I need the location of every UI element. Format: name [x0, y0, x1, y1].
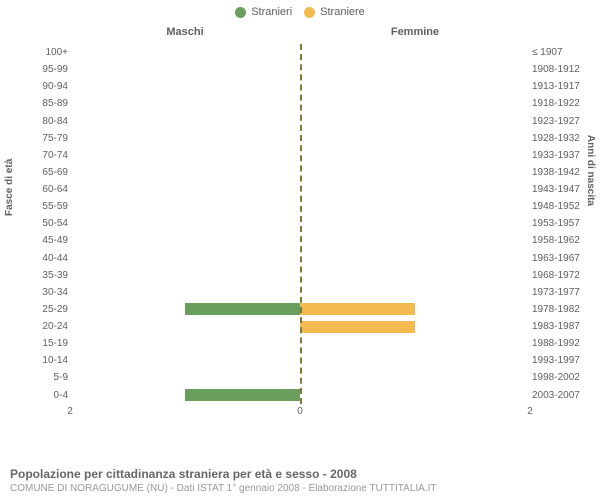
bar-male	[185, 303, 300, 315]
birth-tick: 1978-1982	[532, 304, 588, 315]
birth-tick: 1943-1947	[532, 184, 588, 195]
age-tick: 0-4	[28, 390, 68, 401]
birth-tick: 1953-1957	[532, 218, 588, 229]
chart-caption: Popolazione per cittadinanza straniera p…	[10, 467, 590, 494]
legend-dot-female	[304, 7, 315, 18]
bar-female	[300, 321, 415, 333]
age-tick: 25-29	[28, 304, 68, 315]
column-header-male: Maschi	[70, 26, 300, 38]
birth-tick: ≤ 1907	[532, 47, 588, 58]
age-tick: 45-49	[28, 235, 68, 246]
age-tick: 75-79	[28, 133, 68, 144]
birth-tick: 1918-1922	[532, 98, 588, 109]
birth-tick: 1988-1992	[532, 338, 588, 349]
age-tick: 80-84	[28, 116, 68, 127]
x-axis-ticks: 2 0 2	[70, 406, 530, 420]
legend-item-female: Straniere	[304, 6, 365, 18]
birth-tick: 2003-2007	[532, 390, 588, 401]
age-tick: 35-39	[28, 270, 68, 281]
age-tick: 50-54	[28, 218, 68, 229]
age-tick: 10-14	[28, 355, 68, 366]
caption-subtitle: COMUNE DI NORAGUGUME (NU) - Dati ISTAT 1…	[10, 483, 590, 494]
birth-tick: 1928-1932	[532, 133, 588, 144]
caption-title: Popolazione per cittadinanza straniera p…	[10, 467, 590, 481]
birth-tick: 1948-1952	[532, 201, 588, 212]
x-tick: 2	[67, 406, 73, 417]
x-tick: 2	[527, 406, 533, 417]
age-tick: 100+	[28, 47, 68, 58]
age-tick: 60-64	[28, 184, 68, 195]
bar-male	[185, 389, 300, 401]
legend-item-male: Stranieri	[235, 6, 292, 18]
birth-tick: 1973-1977	[532, 287, 588, 298]
birth-tick: 1968-1972	[532, 270, 588, 281]
center-divider	[300, 44, 302, 404]
age-tick: 20-24	[28, 321, 68, 332]
birth-tick: 1993-1997	[532, 355, 588, 366]
birth-tick: 1938-1942	[532, 167, 588, 178]
age-tick: 15-19	[28, 338, 68, 349]
pyramid-chart: Maschi Femmine Fasce di età Anni di nasc…	[0, 26, 600, 446]
bar-female	[300, 303, 415, 315]
birth-tick: 1983-1987	[532, 321, 588, 332]
age-tick: 5-9	[28, 372, 68, 383]
y-axis-label-left: Fasce di età	[4, 159, 15, 216]
birth-tick: 1923-1927	[532, 116, 588, 127]
birth-tick: 1958-1962	[532, 235, 588, 246]
legend-label-male: Stranieri	[251, 6, 292, 18]
age-tick: 40-44	[28, 253, 68, 264]
birth-tick: 1913-1917	[532, 81, 588, 92]
birth-tick: 1998-2002	[532, 372, 588, 383]
age-tick: 90-94	[28, 81, 68, 92]
column-header-female: Femmine	[300, 26, 530, 38]
legend-dot-male	[235, 7, 246, 18]
age-tick: 95-99	[28, 64, 68, 75]
age-tick: 70-74	[28, 150, 68, 161]
birth-tick: 1933-1937	[532, 150, 588, 161]
x-tick: 0	[297, 406, 303, 417]
age-tick: 65-69	[28, 167, 68, 178]
legend-label-female: Straniere	[320, 6, 365, 18]
age-tick: 85-89	[28, 98, 68, 109]
age-tick: 30-34	[28, 287, 68, 298]
birth-tick: 1963-1967	[532, 253, 588, 264]
age-tick: 55-59	[28, 201, 68, 212]
chart-legend: Stranieri Straniere	[0, 0, 600, 18]
birth-tick: 1908-1912	[532, 64, 588, 75]
